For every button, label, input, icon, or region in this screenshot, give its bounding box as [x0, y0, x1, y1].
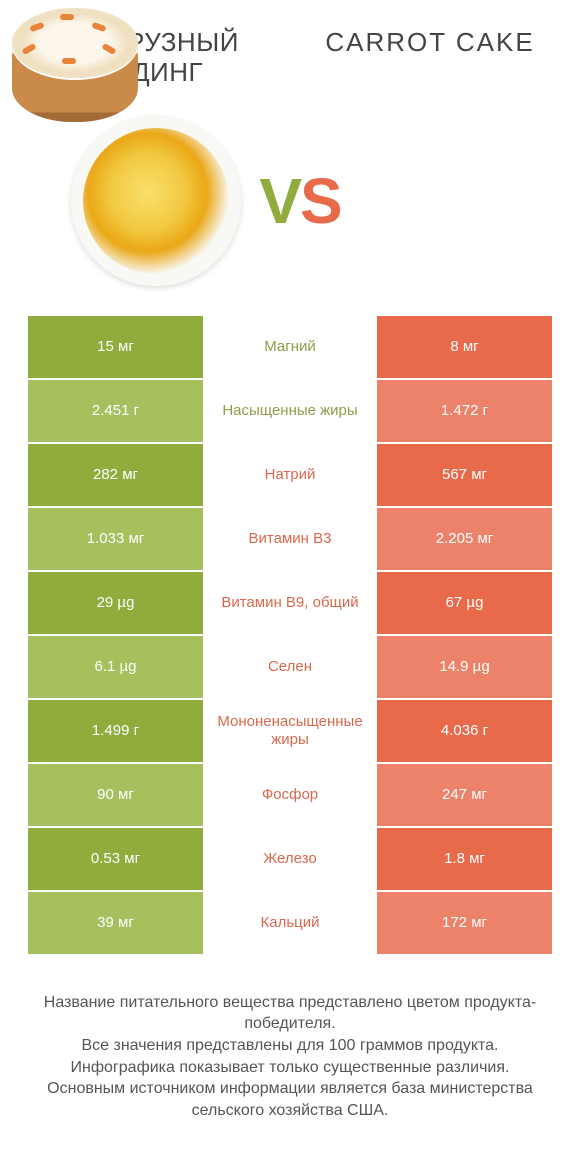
image-row: VS [0, 98, 580, 316]
carrot-cake-image [359, 126, 509, 276]
